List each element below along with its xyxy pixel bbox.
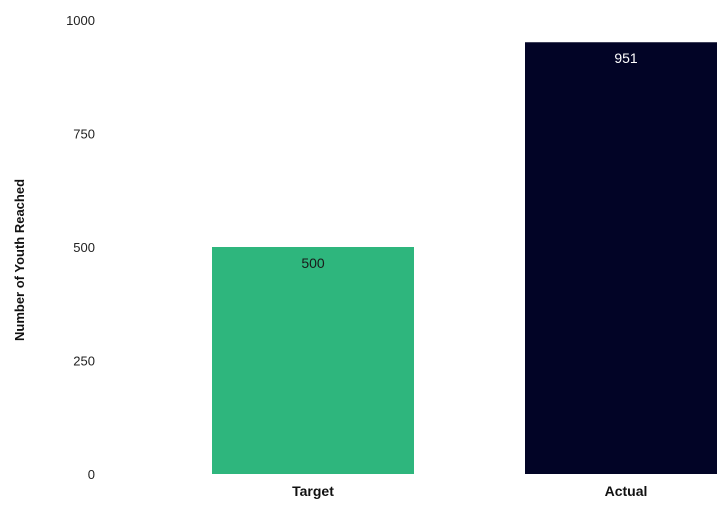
x-tick-label-actual: Actual [605, 483, 648, 499]
y-tick-label: 0 [88, 467, 95, 482]
data-labels-group: 500 951 [301, 50, 638, 271]
y-axis-ticks: 0 250 500 750 1000 [66, 13, 95, 482]
data-label-target: 500 [301, 255, 325, 271]
y-tick-label: 250 [73, 354, 95, 369]
y-axis-title: Number of Youth Reached [12, 179, 27, 341]
x-tick-label-target: Target [292, 483, 334, 499]
x-axis-ticks: Target Actual [292, 483, 647, 499]
y-tick-label: 1000 [66, 13, 95, 28]
bar-actual [525, 42, 717, 474]
y-tick-label: 750 [73, 127, 95, 142]
y-tick-label: 500 [73, 240, 95, 255]
data-label-actual: 951 [614, 50, 638, 66]
bar-target [212, 247, 414, 474]
bars-group [212, 42, 717, 474]
